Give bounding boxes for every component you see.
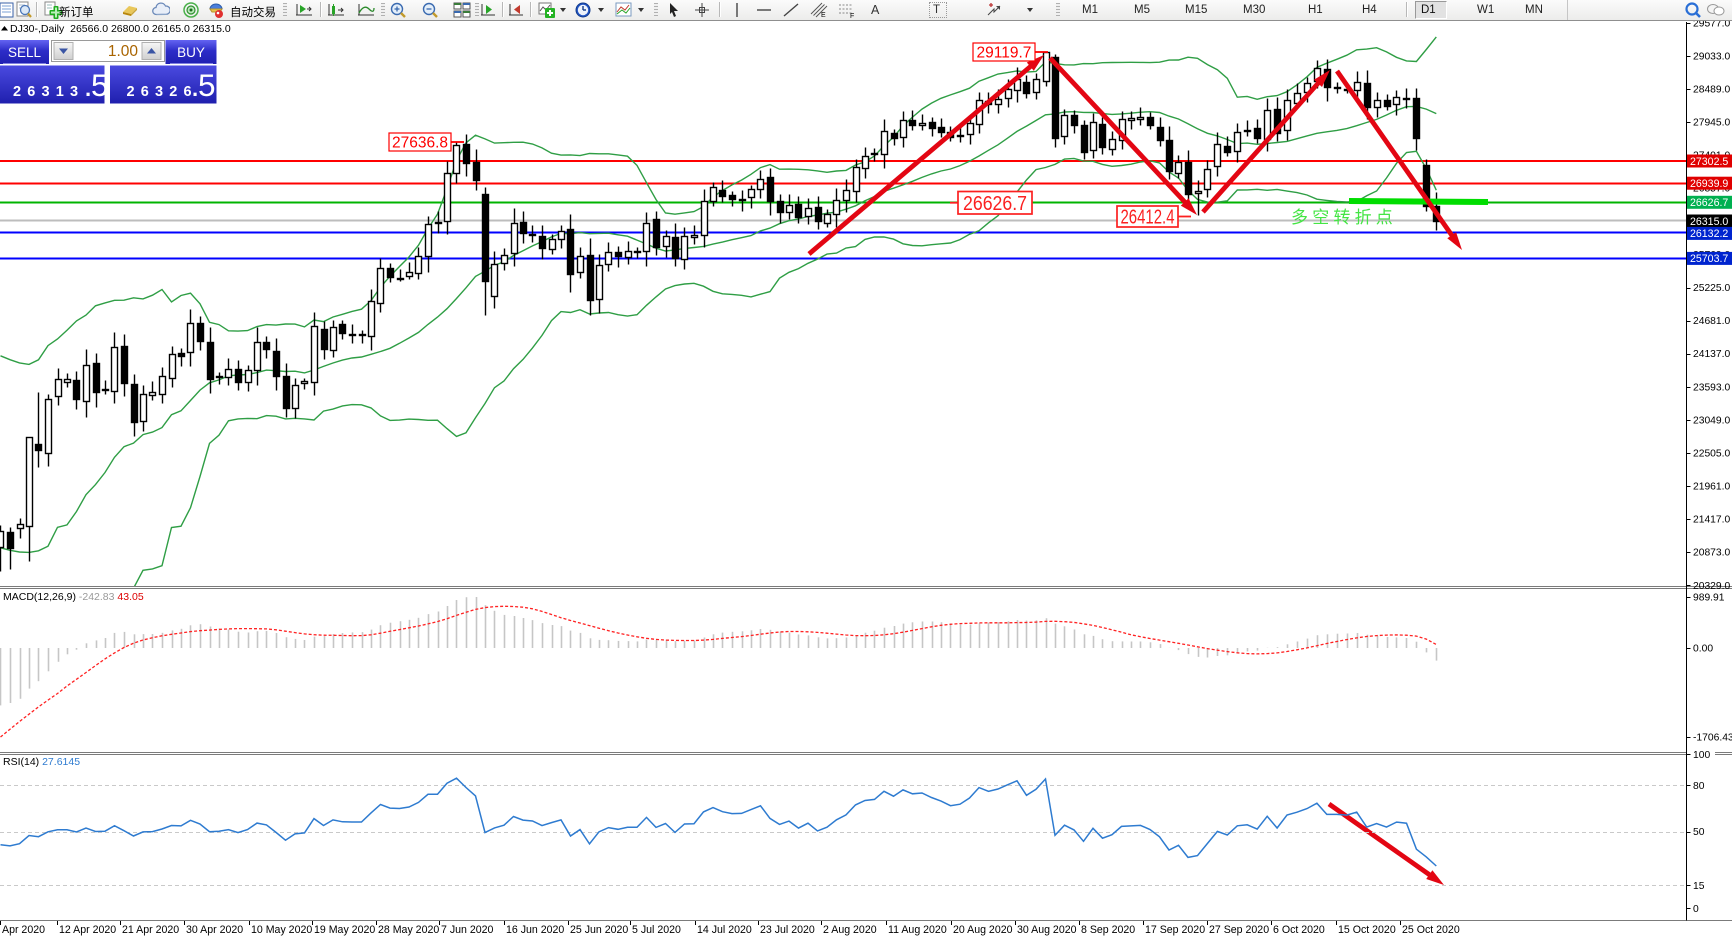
svg-text:80: 80: [1693, 781, 1705, 792]
svg-text:22505.0: 22505.0: [1693, 449, 1730, 460]
svg-text:10 May 2020: 10 May 2020: [251, 924, 312, 936]
svg-text:26313: 26313: [13, 84, 84, 100]
svg-text:27302.5: 27302.5: [1690, 156, 1728, 168]
svg-text:29033.0: 29033.0: [1693, 51, 1730, 62]
svg-text:25225.0: 25225.0: [1693, 283, 1730, 294]
svg-text:0: 0: [1693, 904, 1699, 915]
svg-text:27945.0: 27945.0: [1693, 118, 1730, 129]
svg-text:.: .: [192, 76, 198, 101]
svg-text:50: 50: [1693, 827, 1705, 838]
svg-text:989.91: 989.91: [1693, 593, 1725, 604]
svg-text:25 Jun 2020: 25 Jun 2020: [570, 924, 628, 936]
svg-text:23 Jul 2020: 23 Jul 2020: [760, 924, 815, 936]
svg-text:RSI(14) 27.6145: RSI(14) 27.6145: [3, 756, 80, 768]
svg-text:MACD(12,26,9) -242.83 43.05: MACD(12,26,9) -242.83 43.05: [3, 591, 144, 603]
svg-text:29119.7: 29119.7: [977, 45, 1032, 62]
svg-text:Apr 2020: Apr 2020: [2, 924, 45, 936]
svg-text:29577.0: 29577.0: [1693, 21, 1730, 29]
svg-text:26132.2: 26132.2: [1690, 228, 1728, 240]
svg-text:5: 5: [91, 67, 109, 103]
svg-text:23049.0: 23049.0: [1693, 415, 1730, 426]
svg-text:11 Aug 2020: 11 Aug 2020: [888, 924, 947, 936]
svg-text:2 Aug 2020: 2 Aug 2020: [823, 924, 877, 936]
svg-text:-1706.43: -1706.43: [1693, 733, 1732, 744]
svg-text:SELL: SELL: [8, 45, 42, 60]
svg-text:1.00: 1.00: [108, 43, 139, 60]
svg-text:28489.0: 28489.0: [1693, 85, 1730, 96]
svg-text:21961.0: 21961.0: [1693, 482, 1730, 493]
svg-text:30 Apr 2020: 30 Apr 2020: [186, 924, 243, 936]
svg-text:8 Sep 2020: 8 Sep 2020: [1081, 924, 1135, 936]
svg-text:20873.0: 20873.0: [1693, 548, 1730, 559]
svg-text:28 May 2020: 28 May 2020: [378, 924, 439, 936]
svg-text:15 Oct 2020: 15 Oct 2020: [1338, 924, 1396, 936]
svg-text:27 Sep 2020: 27 Sep 2020: [1209, 924, 1269, 936]
svg-text:26315.0: 26315.0: [1690, 216, 1728, 228]
svg-text:27636.8: 27636.8: [392, 135, 448, 152]
svg-text:26939.9: 26939.9: [1690, 178, 1728, 190]
svg-text:14 Jul 2020: 14 Jul 2020: [697, 924, 752, 936]
svg-text:24681.0: 24681.0: [1693, 316, 1730, 327]
svg-text:多空转折点: 多空转折点: [1291, 208, 1397, 227]
svg-text:21417.0: 21417.0: [1693, 515, 1730, 526]
svg-text:5 Jul 2020: 5 Jul 2020: [632, 924, 681, 936]
svg-text:16 Jun 2020: 16 Jun 2020: [506, 924, 564, 936]
svg-text:12 Apr 2020: 12 Apr 2020: [59, 924, 116, 936]
svg-text:20 Aug 2020: 20 Aug 2020: [953, 924, 1013, 936]
svg-text:DJ30-,Daily 26566.0 26800.0 2: DJ30-,Daily 26566.0 26800.0 26165.0 2631…: [10, 23, 231, 35]
svg-text:26626.7: 26626.7: [1690, 197, 1728, 209]
svg-text:F: F: [850, 13, 854, 19]
svg-text:26626.7: 26626.7: [963, 193, 1027, 215]
svg-text:0.00: 0.00: [1693, 644, 1713, 655]
svg-text:BUY: BUY: [177, 45, 205, 60]
svg-text:20329.0: 20329.0: [1693, 581, 1730, 592]
svg-text:100: 100: [1693, 750, 1710, 761]
svg-text:26412.4: 26412.4: [1121, 207, 1175, 229]
svg-text:7 Jun 2020: 7 Jun 2020: [441, 924, 494, 936]
svg-text:5: 5: [198, 67, 216, 103]
svg-text:25703.7: 25703.7: [1690, 253, 1728, 265]
svg-text:19 May 2020: 19 May 2020: [314, 924, 375, 936]
svg-text:30 Aug 2020: 30 Aug 2020: [1017, 924, 1077, 936]
svg-text:E: E: [821, 12, 826, 19]
svg-text:24137.0: 24137.0: [1693, 349, 1730, 360]
svg-text:21 Apr 2020: 21 Apr 2020: [122, 924, 179, 936]
svg-text:15: 15: [1693, 881, 1705, 892]
svg-text:.: .: [85, 76, 91, 101]
svg-text:26326: 26326: [127, 84, 198, 100]
svg-text:17 Sep 2020: 17 Sep 2020: [1145, 924, 1205, 936]
svg-text:23593.0: 23593.0: [1693, 382, 1730, 393]
svg-text:6 Oct 2020: 6 Oct 2020: [1273, 924, 1325, 936]
svg-text:25 Oct 2020: 25 Oct 2020: [1402, 924, 1460, 936]
